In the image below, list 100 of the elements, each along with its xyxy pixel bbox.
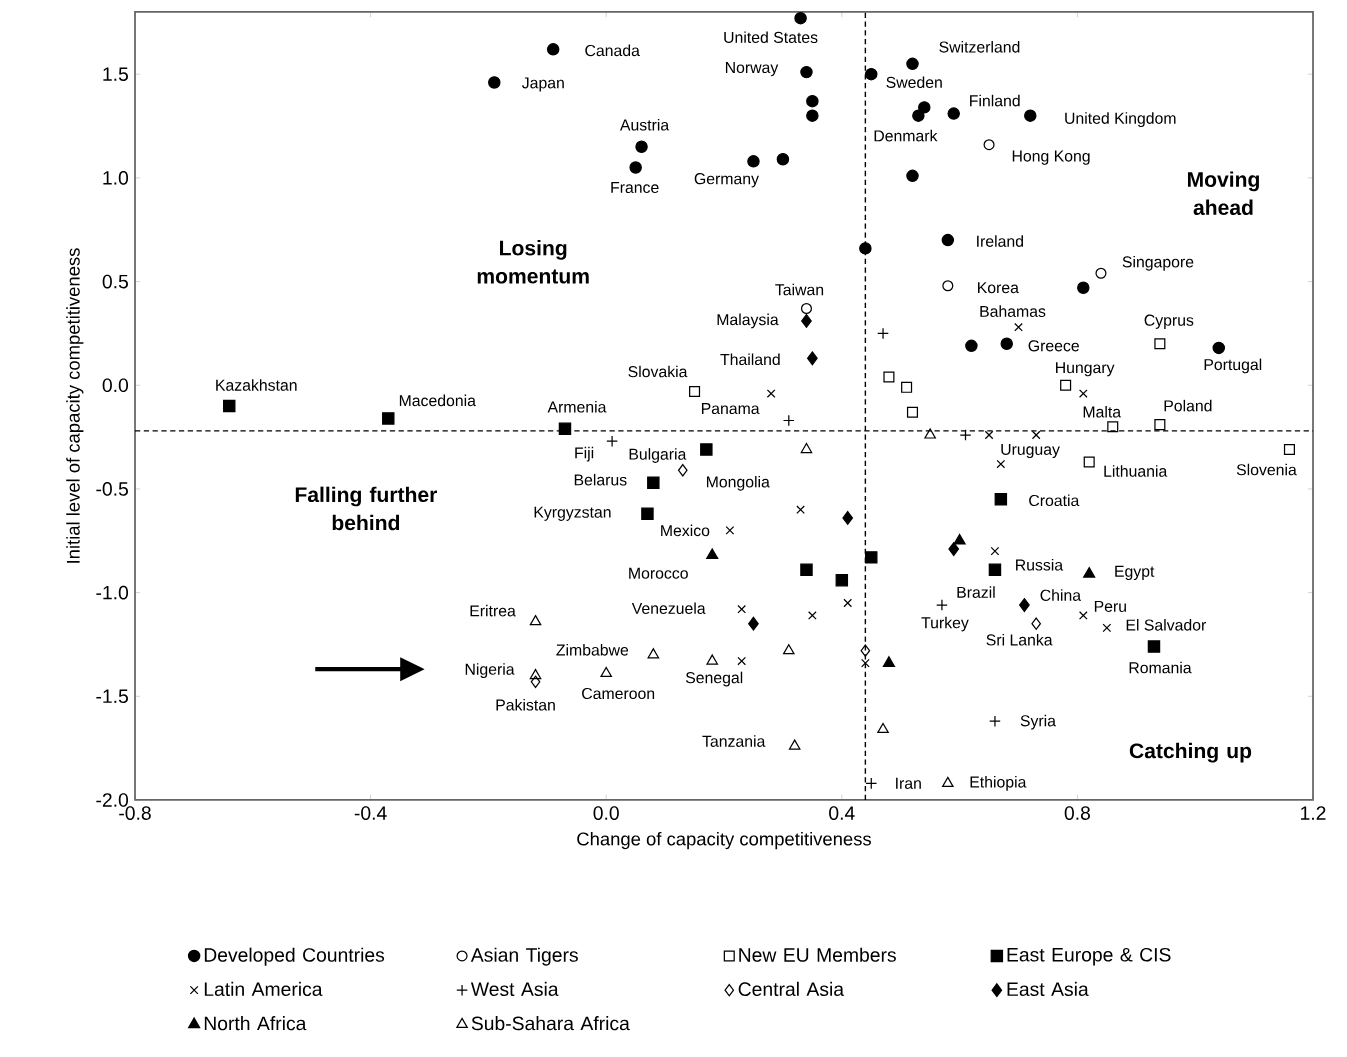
annotation: Ethiopia bbox=[970, 776, 1027, 791]
legend-label: New EU Members bbox=[739, 947, 896, 962]
point bbox=[766, 389, 776, 398]
point bbox=[558, 422, 572, 436]
legend-label: North Africa bbox=[204, 1016, 307, 1031]
annotation: Malta bbox=[1083, 405, 1122, 418]
annotation: Lithuania bbox=[1104, 465, 1168, 477]
annotation: Tanzania bbox=[702, 735, 766, 747]
annotation: United Kingdom bbox=[1065, 112, 1176, 128]
point bbox=[989, 715, 1001, 728]
point bbox=[953, 533, 966, 545]
point bbox=[1031, 430, 1041, 440]
point bbox=[906, 57, 919, 71]
point bbox=[689, 385, 701, 398]
annotation: Switzerland bbox=[939, 41, 1020, 53]
x-tick-label: 0.4 bbox=[829, 806, 855, 820]
point bbox=[1078, 611, 1088, 620]
x-tick-label: 0.8 bbox=[1064, 806, 1090, 820]
y-tick-label: -0.5 bbox=[96, 482, 128, 496]
annotation: Portugal bbox=[1204, 358, 1262, 374]
annotation: Thailand bbox=[720, 353, 780, 366]
point bbox=[529, 668, 542, 680]
point bbox=[918, 101, 931, 114]
annotation: Slovakia bbox=[628, 365, 688, 378]
annotation: Slovenia bbox=[1236, 463, 1297, 476]
annotation: Kyrgyzstan bbox=[534, 506, 611, 521]
annotation: Norway bbox=[725, 62, 779, 77]
annotation: Brazil bbox=[957, 586, 995, 598]
point bbox=[647, 648, 660, 659]
annotation: Falling further behind bbox=[295, 486, 438, 531]
point bbox=[1102, 623, 1112, 633]
point bbox=[983, 139, 995, 151]
point bbox=[994, 493, 1008, 506]
point bbox=[737, 656, 747, 666]
annotation: Hungary bbox=[1056, 362, 1115, 377]
point bbox=[901, 381, 913, 393]
point bbox=[843, 598, 853, 608]
legend-label: East Europe & CIS bbox=[1007, 947, 1171, 966]
point bbox=[861, 658, 870, 668]
point bbox=[806, 109, 819, 122]
legend-label: Asian Tigers bbox=[470, 947, 578, 966]
point bbox=[865, 551, 878, 564]
y-tick-label: 1.5 bbox=[103, 67, 128, 81]
y-tick-label: 0.5 bbox=[102, 274, 128, 289]
annotation: Senegal bbox=[685, 671, 743, 687]
x-tick-label: -0.4 bbox=[354, 806, 387, 820]
annotation: Fiji bbox=[575, 446, 594, 462]
point bbox=[984, 430, 994, 440]
point bbox=[382, 412, 395, 425]
point bbox=[783, 644, 795, 655]
annotation: Croatia bbox=[1029, 494, 1080, 507]
point bbox=[842, 511, 854, 525]
annotation: Pakistan bbox=[496, 698, 555, 711]
annotation: Hong Kong bbox=[1012, 150, 1090, 165]
point bbox=[223, 399, 236, 413]
annotation: Eritrea bbox=[470, 604, 516, 617]
annotation: Egypt bbox=[1115, 565, 1155, 581]
annotation: Belarus bbox=[574, 473, 627, 486]
point bbox=[1000, 337, 1013, 351]
point bbox=[1154, 419, 1166, 431]
point bbox=[865, 67, 878, 81]
point bbox=[860, 644, 871, 657]
annotation: Venezuela bbox=[631, 602, 706, 615]
point bbox=[800, 65, 813, 79]
annotation: Austria bbox=[619, 118, 670, 131]
annotation: Korea bbox=[978, 282, 1019, 294]
point bbox=[912, 109, 925, 122]
annotation: France bbox=[611, 181, 659, 194]
point bbox=[529, 615, 542, 626]
annotation: Ireland bbox=[977, 235, 1023, 247]
point bbox=[782, 414, 795, 427]
annotation: Denmark bbox=[874, 129, 938, 142]
point bbox=[941, 233, 955, 247]
annotation: Finland bbox=[970, 94, 1020, 107]
point bbox=[776, 152, 790, 166]
annotation: Catching up bbox=[1129, 742, 1252, 763]
point bbox=[936, 599, 948, 611]
point bbox=[947, 107, 960, 120]
annotation: El Salvador bbox=[1126, 619, 1207, 631]
annotation: Mexico bbox=[661, 524, 710, 537]
annotation: Syria bbox=[1020, 714, 1056, 730]
point bbox=[1031, 617, 1042, 630]
legend-label: Sub-Sahara Africa bbox=[471, 1016, 630, 1031]
annotation: Russia bbox=[1016, 558, 1064, 571]
annotation: Singapore bbox=[1122, 255, 1194, 271]
annotation: Morocco bbox=[629, 567, 688, 579]
point bbox=[1083, 567, 1096, 578]
point bbox=[706, 654, 719, 665]
annotation: Mongolia bbox=[706, 475, 770, 491]
annotation: Zimbabwe bbox=[556, 644, 629, 656]
point bbox=[1154, 338, 1166, 350]
point bbox=[647, 476, 660, 489]
point bbox=[801, 314, 812, 328]
x-tick-label: -0.8 bbox=[119, 806, 151, 820]
point bbox=[990, 546, 1000, 556]
point bbox=[1283, 443, 1295, 456]
annotation: Turkey bbox=[921, 616, 969, 632]
point bbox=[1083, 456, 1095, 468]
point bbox=[865, 777, 878, 790]
point bbox=[959, 429, 972, 441]
